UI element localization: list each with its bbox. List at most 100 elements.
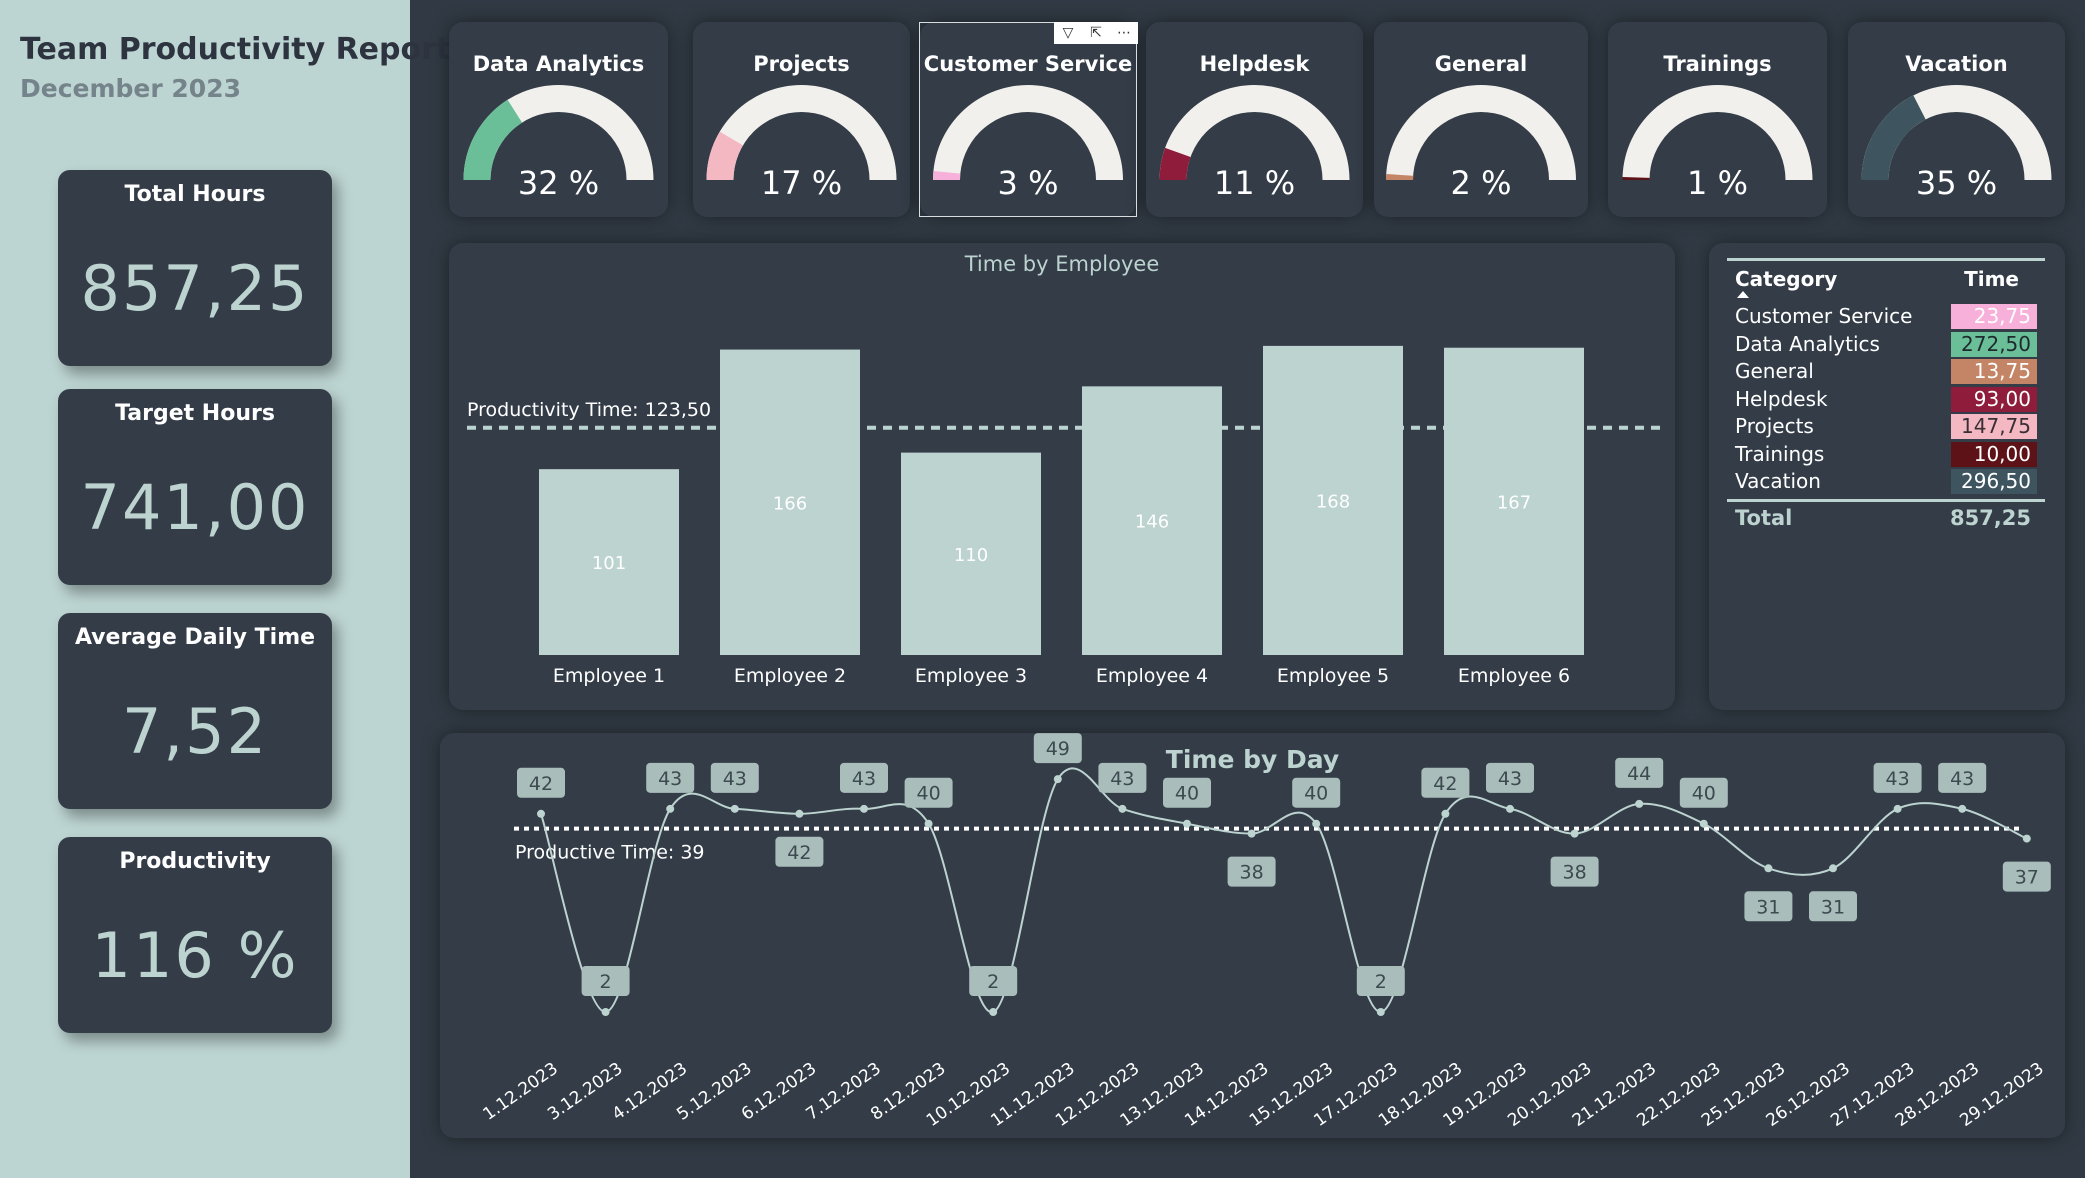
kpi-value: 857,25 <box>80 252 310 325</box>
data-label: 43 <box>1486 762 1534 793</box>
kpi-card-average-daily-time[interactable]: Average Daily Time 7,52 <box>58 613 332 809</box>
category-cell: Vacation <box>1735 469 1821 493</box>
filter-icon[interactable]: ▽ <box>1062 25 1074 41</box>
data-point <box>989 1008 998 1016</box>
bar-data-label: 167 <box>1497 492 1531 513</box>
data-label-box <box>581 966 630 996</box>
data-label: 43 <box>1098 762 1147 793</box>
data-label-box <box>710 762 759 793</box>
chart-title: Time by Employee <box>964 252 1160 276</box>
bar-data-label: 110 <box>954 545 988 566</box>
data-label: 43 <box>1938 762 1987 793</box>
gauge-arc <box>933 85 1123 180</box>
focus-mode-icon[interactable]: ⇱ <box>1090 25 1102 41</box>
column-header-category[interactable]: Category <box>1735 267 1838 291</box>
table-row[interactable]: Data Analytics 272,50 <box>1727 330 2045 358</box>
gauge-card-customer-service[interactable]: Customer Service 3 % <box>920 22 1136 217</box>
data-label-text: 2 <box>1375 971 1387 993</box>
data-label-text: 43 <box>1110 768 1134 790</box>
data-label-box <box>646 762 695 793</box>
gauge-card-helpdesk[interactable]: Helpdesk 11 % <box>1146 22 1363 217</box>
kpi-card-total-hours[interactable]: Total Hours 857,25 <box>58 170 332 366</box>
data-label: 42 <box>775 836 824 867</box>
table-row[interactable]: Projects 147,75 <box>1727 412 2045 440</box>
time-cell: 93,00 <box>1951 386 2037 412</box>
data-label-box <box>775 836 824 867</box>
kpi-value: 7,52 <box>121 695 269 768</box>
gauge-title: Vacation <box>1905 52 2008 76</box>
series-line <box>540 767 2028 1014</box>
data-label-box <box>1744 891 1793 922</box>
visual-header: ▽ ⇱ ⋯ <box>1054 22 1138 44</box>
gauge-arc <box>1386 85 1576 180</box>
data-label-box <box>904 777 953 808</box>
gauge-value: 32 % <box>517 164 600 202</box>
table-row[interactable]: Trainings 10,00 <box>1727 440 2045 468</box>
gauge-title: General <box>1434 52 1528 76</box>
gauge-arc <box>463 85 654 180</box>
data-point <box>1764 864 1773 873</box>
data-label-box <box>1292 777 1341 808</box>
x-tick-label: Employee 1 <box>553 665 665 687</box>
sidebar: Team Productivity Report December 2023 T… <box>0 0 450 1178</box>
data-point <box>730 804 739 813</box>
more-options-icon[interactable]: ⋯ <box>1117 25 1131 41</box>
kpi-value: 116 % <box>91 919 299 992</box>
kpi-label: Target Hours <box>115 401 275 426</box>
data-label: 37 <box>2002 861 2051 892</box>
table-row[interactable]: General 13,75 <box>1727 357 2045 385</box>
bar-data-label: 101 <box>592 553 626 574</box>
data-label: 43 <box>710 762 759 793</box>
data-label-text: 43 <box>1950 768 1974 790</box>
table-row[interactable]: Helpdesk 93,00 <box>1727 385 2045 413</box>
report-subtitle: December 2023 <box>20 74 241 103</box>
table-row[interactable]: Vacation 296,50 <box>1727 467 2045 495</box>
data-label: 42 <box>517 767 565 798</box>
data-point <box>1699 819 1708 828</box>
data-label-box <box>1486 762 1534 793</box>
table-row[interactable]: Customer Service 23,75 <box>1727 302 2045 330</box>
total-label: Total <box>1735 506 1793 530</box>
chart-title: Time by Day <box>1165 745 1340 774</box>
data-point <box>666 804 675 813</box>
employee-bar-chart: 101 Employee 1 166 Employee 2 110 Employee 3 1… <box>467 345 1661 687</box>
data-label: 43 <box>1873 762 1922 793</box>
data-label-text: 2 <box>600 971 612 993</box>
data-label-box <box>1033 733 1082 764</box>
data-label-box <box>1550 856 1599 887</box>
gauge-card-general[interactable]: General 2 % <box>1374 22 1588 217</box>
bar <box>539 469 679 655</box>
data-point <box>795 809 804 818</box>
category-cell: General <box>1735 359 1814 383</box>
data-label-box <box>1615 757 1664 788</box>
gauge-card-vacation[interactable]: Vacation 35 % <box>1848 22 2065 217</box>
data-label-text: 42 <box>529 773 553 795</box>
data-point <box>1958 804 1967 813</box>
data-label-box <box>840 762 888 793</box>
gauge-card-projects[interactable]: Projects 17 % <box>693 22 910 217</box>
data-label-box <box>969 966 1018 996</box>
gauge-card-trainings[interactable]: Trainings 1 % <box>1608 22 1827 217</box>
gauge-title: Customer Service <box>923 52 1133 76</box>
data-label: 43 <box>646 762 695 793</box>
data-label-text: 49 <box>1046 738 1070 760</box>
data-label: 40 <box>904 777 953 808</box>
bar <box>901 452 1041 655</box>
bar-data-label: 168 <box>1316 491 1350 512</box>
data-label-text: 2 <box>987 971 999 993</box>
kpi-card-productivity[interactable]: Productivity 116 % <box>58 837 332 1033</box>
data-label-box <box>1356 966 1405 996</box>
kpi-value: 741,00 <box>80 471 310 544</box>
bar-data-label: 146 <box>1135 512 1169 533</box>
data-label-text: 44 <box>1627 763 1651 785</box>
gauge-card-data-analytics[interactable]: Data Analytics 32 % <box>449 22 668 217</box>
data-label-text: 40 <box>1692 783 1716 805</box>
table-total-row: Total 857,25 <box>1727 499 2045 536</box>
data-label: 43 <box>840 762 888 793</box>
data-label-box <box>1809 891 1857 922</box>
gauge-arc <box>1861 85 2052 180</box>
kpi-card-target-hours[interactable]: Target Hours 741,00 <box>58 389 332 585</box>
data-label-text: 31 <box>1821 896 1845 918</box>
data-label: 40 <box>1163 777 1211 808</box>
column-header-time[interactable]: Time <box>1964 267 2019 291</box>
